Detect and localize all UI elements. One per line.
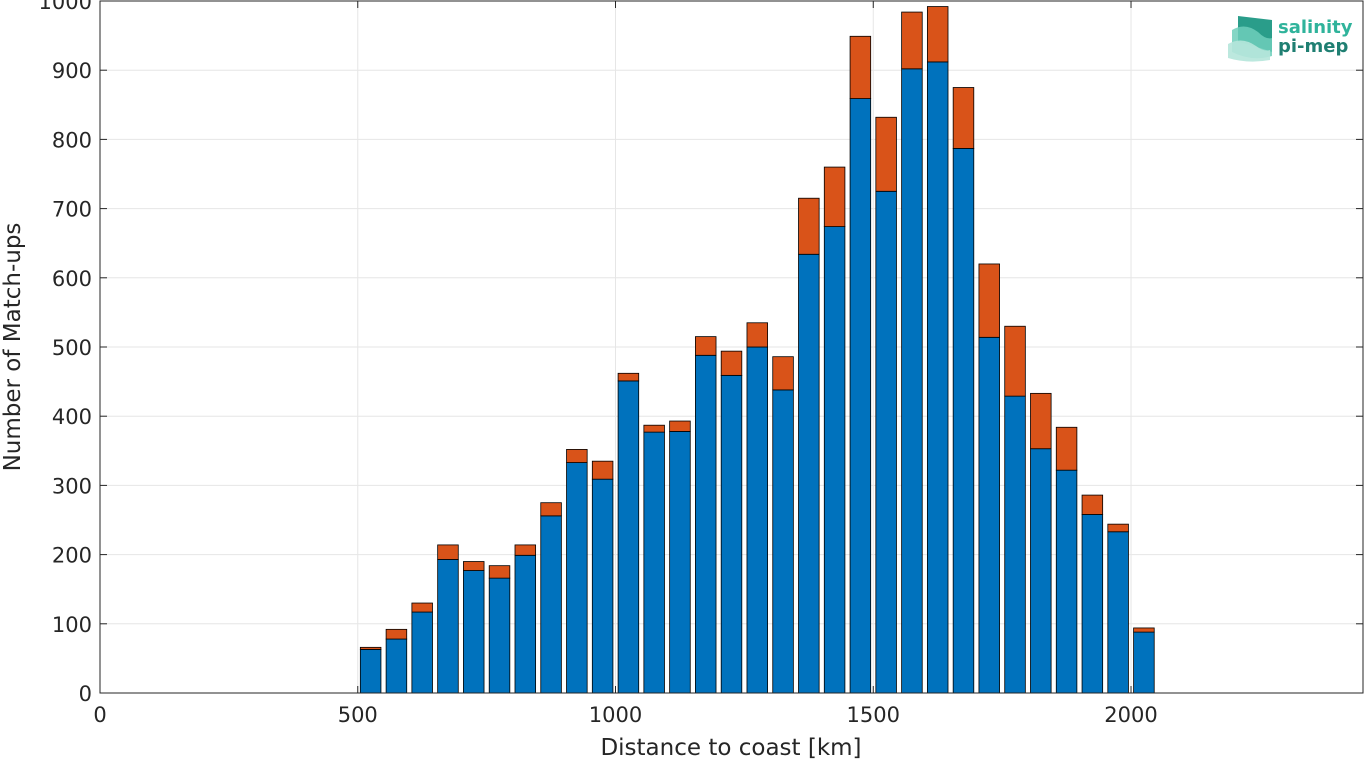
bar-series-2-bin-16 <box>746 322 768 348</box>
bar-series-2-bin-30 <box>1107 523 1129 533</box>
bar-series-1-bin-10 <box>591 478 614 694</box>
bar-series-2-bin-29 <box>1081 494 1104 515</box>
bar-series-2-bin-20 <box>849 35 872 99</box>
bar-series-2-bin-17 <box>772 356 794 391</box>
bar-series-1-bin-20 <box>849 98 872 694</box>
y-tick-label: 300 <box>52 474 92 498</box>
bar-series-1-bin-25 <box>978 336 1000 694</box>
bar-series-1-bin-17 <box>772 389 794 694</box>
y-tick-label: 400 <box>52 405 92 429</box>
bar-series-1-bin-26 <box>1004 395 1026 694</box>
y-tick-label: 1000 <box>39 0 92 14</box>
bar-series-2-bin-2 <box>385 628 408 640</box>
bar-series-1-bin-30 <box>1107 531 1129 694</box>
bar-series-2-bin-3 <box>411 602 433 613</box>
bar-series-1-bin-2 <box>385 638 408 694</box>
x-tick-label: 1500 <box>847 703 900 727</box>
x-axis-title: Distance to coast [km] <box>600 735 861 761</box>
x-tick-label: 1000 <box>589 703 642 727</box>
bar-series-2-bin-22 <box>901 11 923 70</box>
bar-series-1-bin-3 <box>411 611 433 694</box>
y-tick-label: 500 <box>52 336 92 360</box>
bar-series-1-bin-1 <box>359 649 382 694</box>
bar-series-2-bin-13 <box>669 420 691 432</box>
bar-series-1-bin-12 <box>643 431 665 694</box>
bar-series-1-bin-7 <box>514 554 537 694</box>
bar-series-2-bin-4 <box>437 544 459 560</box>
y-tick-label: 700 <box>52 198 92 222</box>
bar-series-1-bin-31 <box>1133 631 1155 694</box>
bar-series-2-bin-11 <box>617 372 640 382</box>
bar-series-1-bin-21 <box>875 190 897 694</box>
bar-series-1-bin-23 <box>926 61 949 694</box>
bar-series-2-bin-23 <box>926 6 949 63</box>
x-tick-label: 2000 <box>1104 703 1157 727</box>
wave-logo-icon <box>1228 16 1272 62</box>
bar-series-1-bin-28 <box>1055 469 1078 694</box>
salinity-pi-mep-logo: salinity pi-mep <box>1228 16 1353 62</box>
bar-series-2-bin-28 <box>1055 426 1078 471</box>
bar-series-2-bin-24 <box>952 87 975 149</box>
bar-series-1-bin-24 <box>952 147 975 694</box>
bar-series-1-bin-8 <box>540 515 562 694</box>
bar-series-1-bin-19 <box>823 226 846 694</box>
bar-series-1-bin-9 <box>566 462 588 694</box>
bar-series-1-bin-6 <box>488 577 511 694</box>
y-tick-label: 100 <box>52 613 92 637</box>
bar-series-2-bin-15 <box>720 350 743 376</box>
bar-series-1-bin-22 <box>901 68 923 694</box>
bar-series-2-bin-12 <box>643 424 665 433</box>
bar-series-1-bin-5 <box>463 570 485 694</box>
bar-series-1-bin-18 <box>798 253 820 694</box>
y-axis-title: Number of Match-ups <box>0 223 26 472</box>
logo-line-1: salinity <box>1278 17 1353 38</box>
bars <box>359 6 1155 694</box>
bar-series-2-bin-14 <box>695 336 717 356</box>
bar-series-2-bin-19 <box>823 166 846 227</box>
bar-series-1-bin-27 <box>1030 448 1052 694</box>
y-tick-label: 900 <box>52 59 92 83</box>
bar-series-2-bin-25 <box>978 263 1000 338</box>
bar-series-1-bin-13 <box>669 431 691 694</box>
bar-series-1-bin-14 <box>695 354 717 694</box>
bar-series-2-bin-18 <box>798 197 820 255</box>
y-tick-label: 200 <box>52 544 92 568</box>
bar-series-2-bin-21 <box>875 116 897 192</box>
bar-series-2-bin-31 <box>1133 627 1155 633</box>
bar-series-1-bin-16 <box>746 346 768 694</box>
bar-series-1-bin-29 <box>1081 514 1104 694</box>
bar-series-2-bin-8 <box>540 502 562 517</box>
y-tick-label: 800 <box>52 128 92 152</box>
bar-series-1-bin-15 <box>720 374 743 694</box>
logo-line-2: pi-mep <box>1278 36 1348 57</box>
bar-series-2-bin-7 <box>514 544 537 556</box>
y-tick-label: 0 <box>79 682 92 706</box>
x-tick-label: 0 <box>93 703 106 727</box>
y-tick-label: 600 <box>52 267 92 291</box>
x-tick-label: 500 <box>338 703 378 727</box>
bar-series-1-bin-11 <box>617 380 640 694</box>
bar-series-2-bin-5 <box>463 561 485 571</box>
bar-series-2-bin-9 <box>566 449 588 463</box>
bar-series-2-bin-27 <box>1030 392 1052 450</box>
bar-series-2-bin-6 <box>488 565 511 579</box>
bar-series-2-bin-10 <box>591 460 614 480</box>
bar-series-2-bin-26 <box>1004 325 1026 397</box>
bar-series-1-bin-4 <box>437 559 459 694</box>
bar-series-2-bin-1 <box>359 646 382 650</box>
axes: 0 500 1000 1500 2000 0 100 200 300 400 500 600 700 80… <box>39 0 1363 727</box>
